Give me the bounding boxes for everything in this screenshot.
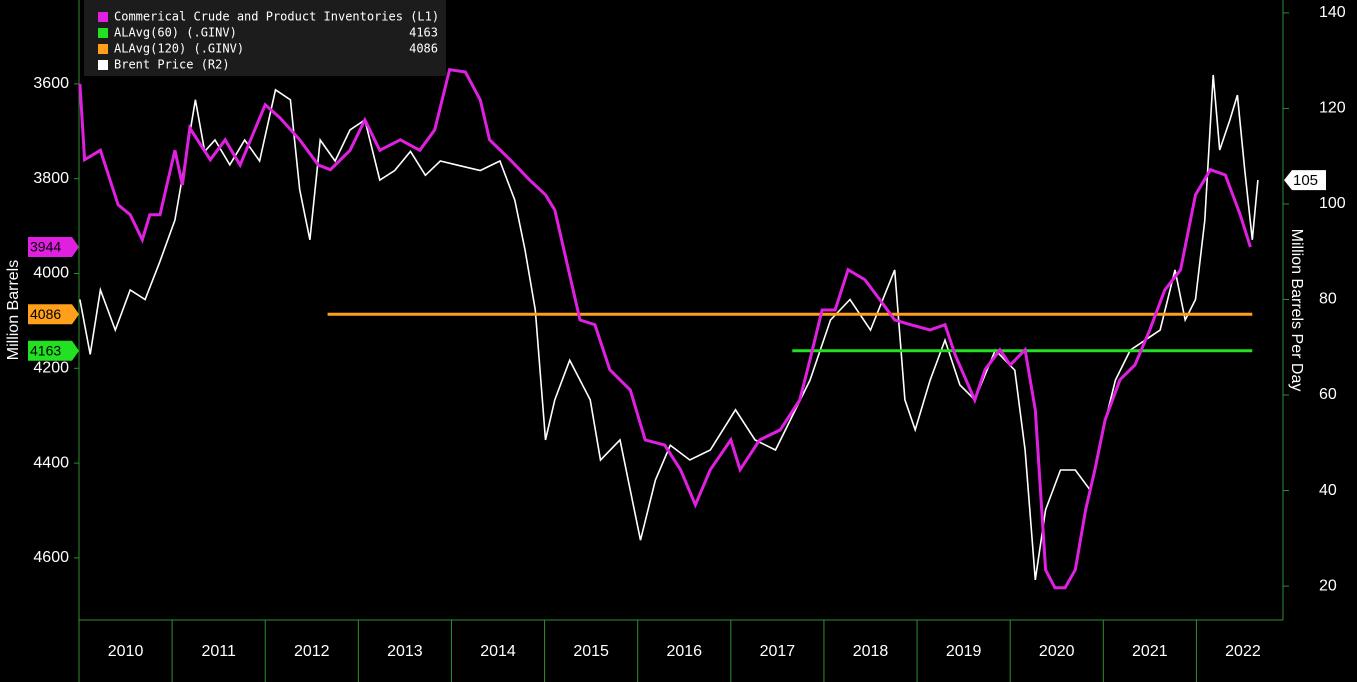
legend-swatch [98, 12, 108, 22]
y2-tick-label: 80 [1319, 291, 1337, 308]
y2-tick-label: 140 [1319, 4, 1346, 21]
y-tick-label: 4200 [33, 360, 69, 377]
legend-label: Brent Price (R2) [114, 58, 230, 72]
y2-tick-label: 60 [1319, 386, 1337, 403]
legend-swatch [98, 60, 108, 70]
y-tick-label: 4600 [33, 549, 69, 566]
x-tick-label: 2012 [294, 643, 330, 660]
y-tick-label: 3600 [33, 75, 69, 92]
x-tick-label: 2021 [1132, 643, 1168, 660]
y-tick-label: 4000 [33, 265, 69, 282]
legend-box [84, 0, 446, 76]
legend-swatch [98, 44, 108, 54]
y2-axis-label: Million Barrels Per Day [1288, 229, 1305, 392]
x-tick-label: 2022 [1225, 643, 1261, 660]
legend-label: ALAvg(60) (.GINV) [114, 26, 237, 40]
x-tick-label: 2010 [108, 643, 144, 660]
value-badge [1284, 170, 1326, 191]
value-badge-label: 4086 [30, 306, 61, 322]
value-badge [28, 304, 79, 325]
x-tick-label: 2020 [1039, 643, 1075, 660]
value-badge [28, 340, 79, 361]
y2-tick-label: 40 [1319, 482, 1337, 499]
x-tick-label: 2011 [201, 643, 236, 660]
x-tick-label: 2019 [946, 643, 982, 660]
x-tick-label: 2015 [573, 643, 609, 660]
value-badge-label: 3944 [30, 239, 61, 255]
y2-tick-label: 120 [1319, 100, 1346, 117]
legend-label: ALAvg(120) (.GINV) [114, 42, 244, 56]
y-tick-label: 4400 [33, 454, 69, 471]
legend-swatch [98, 28, 108, 38]
legend-label: Commerical Crude and Product Inventories… [114, 10, 439, 24]
series-line [79, 74, 1259, 581]
x-tick-label: 2014 [480, 643, 516, 660]
y2-tick-label: 20 [1319, 577, 1337, 594]
series-line [78, 68, 1252, 590]
x-tick-label: 2018 [853, 643, 889, 660]
y2-tick-label: 100 [1319, 195, 1346, 212]
legend-value: 4086 [409, 42, 438, 56]
legend-value: 4163 [409, 26, 438, 40]
x-tick-label: 2013 [387, 643, 423, 660]
value-badge-label: 4163 [30, 342, 61, 358]
y-axis-label: Million Barrels [5, 260, 22, 360]
x-tick-label: 2016 [666, 643, 702, 660]
y-tick-label: 3800 [33, 170, 69, 187]
value-badge-label: 105 [1293, 172, 1318, 189]
value-badge [28, 236, 79, 257]
x-tick-label: 2017 [760, 643, 796, 660]
